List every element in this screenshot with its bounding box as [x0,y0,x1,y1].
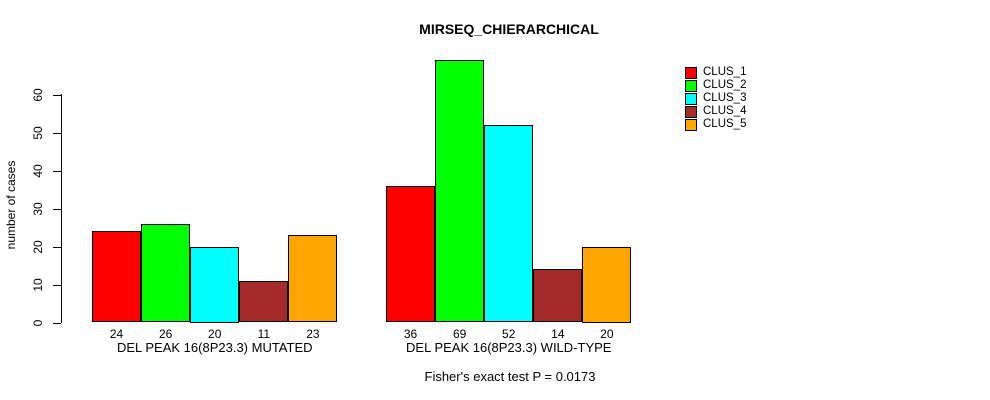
y-axis-tick [53,170,61,172]
legend-label: CLUS_4 [703,105,747,118]
bar-clus_4 [239,280,289,323]
bar-clus_5 [288,235,338,323]
y-axis-tick [53,246,61,248]
y-axis-tick [53,284,61,286]
legend-label: CLUS_3 [703,92,747,105]
bar-clus_3 [484,124,534,323]
legend-item-clus_1: CLUS_1 [685,66,746,79]
bar-clus_1 [386,185,436,323]
legend-swatch-icon [685,92,697,105]
legend-item-clus_4: CLUS_4 [685,105,746,118]
y-axis-tick [53,322,61,324]
y-axis-tick-label: 0 [31,319,45,326]
bar-value-label: 69 [452,327,467,341]
y-axis-title: number of cases [4,160,18,250]
y-axis-tick [53,94,61,96]
y-axis-tick-label: 30 [31,201,45,216]
footer-note: Fisher's exact test P = 0.0173 [424,369,596,384]
legend-item-clus_3: CLUS_3 [685,92,746,105]
bar-value-label: 23 [306,327,320,341]
y-axis-tick-label: 40 [31,163,45,178]
legend-label: CLUS_5 [703,118,747,131]
bar-value-label: 14 [551,327,565,341]
bar-clus_1 [92,231,142,323]
legend-item-clus_2: CLUS_2 [685,79,746,92]
y-axis-tick [53,132,61,134]
y-axis-tick-label: 10 [31,277,45,292]
bar-value-label: 24 [109,327,124,341]
bar-value-label: 36 [403,327,418,341]
legend: CLUS_1 CLUS_2 CLUS_3 CLUS_4 CLUS_5 [685,66,746,131]
bar-clus_4 [533,269,583,323]
y-axis-tick-label: 20 [31,239,45,254]
legend-label: CLUS_1 [703,66,747,79]
y-axis-line [61,94,62,323]
bar-value-label: 11 [257,327,271,341]
legend-swatch-icon [685,79,697,92]
legend-label: CLUS_2 [703,79,747,92]
bar-clus_2 [141,223,191,323]
chart-title: MIRSEQ_CHIERARCHICAL [419,21,599,37]
bar-value-label: 20 [208,327,222,341]
bar-clus_5 [582,246,632,323]
y-axis-tick-label: 50 [31,125,45,140]
group-label: DEL PEAK 16(8P23.3) MUTATED [116,340,313,355]
bar-clus_2 [435,60,485,323]
bar-clus_3 [190,246,240,323]
legend-swatch-icon [685,66,697,79]
legend-swatch-icon [685,118,697,131]
bar-value-label: 26 [158,327,173,341]
group-label: DEL PEAK 16(8P23.3) WILD-TYPE [406,340,612,355]
legend-item-clus_5: CLUS_5 [685,118,746,131]
y-axis-tick-label: 60 [31,87,45,102]
bar-value-label: 52 [502,327,516,341]
legend-swatch-icon [685,105,697,118]
y-axis-tick [53,208,61,210]
bar-value-label: 20 [600,327,614,341]
